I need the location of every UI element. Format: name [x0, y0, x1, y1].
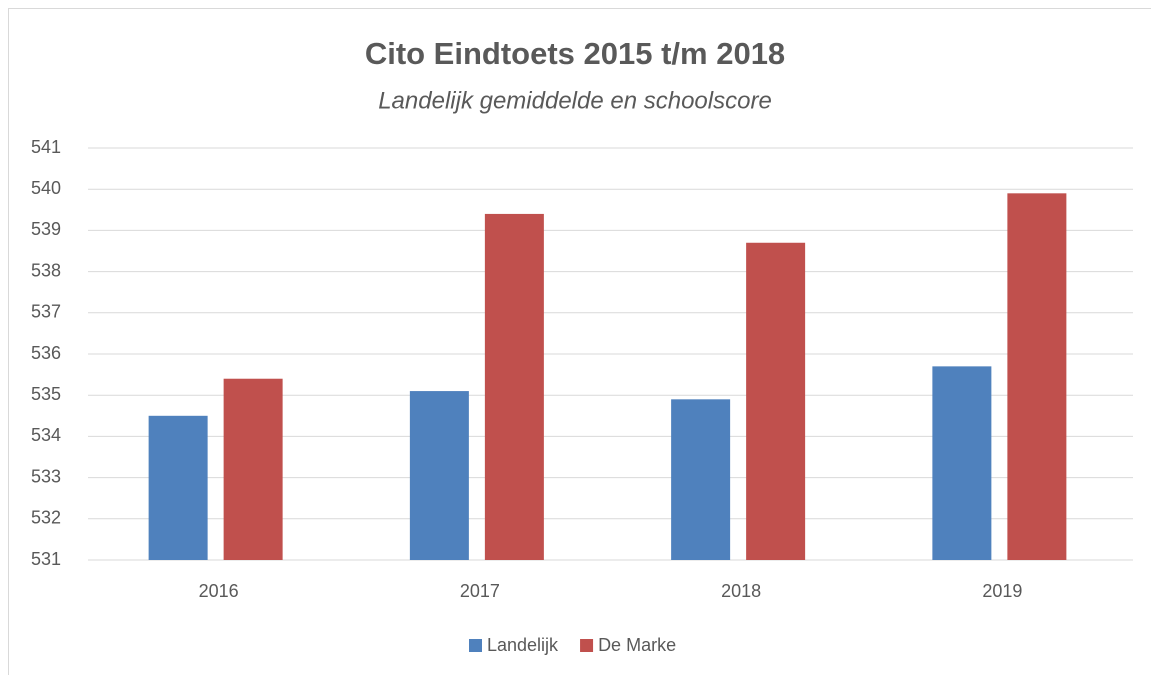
bar [1007, 193, 1066, 560]
x-tick-label: 2017 [460, 581, 500, 601]
y-tick-label: 531 [31, 549, 61, 569]
y-tick-label: 540 [31, 178, 61, 198]
y-tick-label: 538 [31, 260, 61, 280]
legend-label: Landelijk [487, 635, 559, 655]
bar [410, 391, 469, 560]
y-tick-label: 541 [31, 137, 61, 157]
y-tick-label: 535 [31, 384, 61, 404]
bar [224, 379, 283, 560]
y-tick-label: 539 [31, 219, 61, 239]
bar [746, 243, 805, 560]
y-tick-label: 537 [31, 302, 61, 322]
bar [932, 366, 991, 560]
bar [671, 399, 730, 560]
chart-title: Cito Eindtoets 2015 t/m 2018 [365, 36, 785, 71]
bar [485, 214, 544, 560]
x-tick-label: 2019 [982, 581, 1022, 601]
bar [149, 416, 208, 560]
x-tick-label: 2018 [721, 581, 761, 601]
legend-swatch [580, 639, 593, 652]
y-tick-label: 536 [31, 343, 61, 363]
chart-subtitle: Landelijk gemiddelde en schoolscore [378, 87, 772, 114]
y-tick-label: 532 [31, 508, 61, 528]
y-tick-label: 533 [31, 466, 61, 486]
y-tick-label: 534 [31, 425, 61, 445]
legend-swatch [469, 639, 482, 652]
x-tick-label: 2016 [199, 581, 239, 601]
legend-label: De Marke [598, 635, 676, 655]
